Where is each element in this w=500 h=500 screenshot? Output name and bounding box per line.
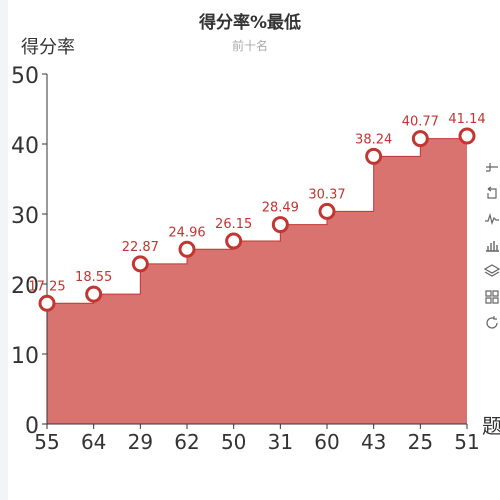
restore-tool[interactable] bbox=[484, 182, 500, 204]
mark-tool[interactable] bbox=[484, 156, 500, 178]
data-label: 38.24 bbox=[355, 132, 392, 147]
refresh-tool[interactable] bbox=[484, 312, 500, 334]
chart-subtitle: 前十名 bbox=[231, 39, 268, 53]
data-label: 22.87 bbox=[122, 240, 159, 255]
chart-toolbox bbox=[484, 156, 500, 338]
restore-icon bbox=[484, 185, 500, 201]
data-point[interactable] bbox=[131, 255, 149, 273]
series-line bbox=[47, 136, 468, 304]
bar-chart-tool[interactable] bbox=[484, 234, 500, 256]
data-label: 24.96 bbox=[168, 225, 205, 240]
data-point[interactable] bbox=[38, 294, 56, 312]
stack-tool[interactable] bbox=[484, 260, 500, 282]
data-point[interactable] bbox=[318, 202, 336, 220]
left-strip bbox=[0, 0, 8, 500]
data-point[interactable] bbox=[85, 285, 103, 303]
x-tick-label: 31 bbox=[268, 430, 293, 454]
data-point[interactable] bbox=[458, 127, 476, 145]
data-label: 41.14 bbox=[448, 112, 485, 127]
y-axis-label: 得分率 bbox=[21, 37, 75, 58]
data-point[interactable] bbox=[271, 216, 289, 234]
line-chart-icon bbox=[484, 211, 500, 227]
area-fill bbox=[47, 136, 467, 424]
x-tick-label: 29 bbox=[128, 430, 153, 454]
y-tick-label: 10 bbox=[11, 344, 39, 369]
mark-icon bbox=[484, 159, 500, 175]
data-point[interactable] bbox=[365, 147, 383, 165]
x-tick-label: 43 bbox=[361, 430, 386, 454]
y-tick-label: 40 bbox=[11, 134, 39, 159]
refresh-icon bbox=[484, 315, 500, 331]
x-tick-label: 64 bbox=[81, 430, 106, 454]
bar-chart-icon bbox=[484, 237, 500, 253]
data-label: 40.77 bbox=[402, 115, 439, 130]
data-label: 18.55 bbox=[75, 270, 112, 285]
data-label: 26.15 bbox=[215, 217, 252, 232]
x-axis-label: 题 bbox=[482, 414, 500, 438]
data-label: 28.49 bbox=[262, 201, 299, 216]
y-tick-label: 30 bbox=[11, 204, 39, 229]
tiled-tool[interactable] bbox=[484, 286, 500, 308]
line-chart-tool[interactable] bbox=[484, 208, 500, 230]
x-tick-label: 25 bbox=[408, 430, 433, 454]
data-point[interactable] bbox=[411, 130, 429, 148]
x-tick-label: 55 bbox=[34, 430, 59, 454]
data-label: 30.37 bbox=[308, 187, 345, 202]
stack-icon bbox=[484, 263, 500, 279]
chart-title: 得分率%最低 bbox=[198, 13, 302, 33]
x-tick-label: 62 bbox=[174, 430, 199, 454]
data-point[interactable] bbox=[178, 240, 196, 258]
x-tick-label: 50 bbox=[221, 430, 246, 454]
x-tick-label: 51 bbox=[454, 430, 479, 454]
y-tick-label: 50 bbox=[11, 64, 39, 89]
x-tick-label: 60 bbox=[314, 430, 339, 454]
data-label: 17.25 bbox=[28, 279, 65, 294]
data-point[interactable] bbox=[225, 232, 243, 250]
y-tick-label: 0 bbox=[25, 414, 39, 439]
y-tick-label: 20 bbox=[11, 274, 39, 299]
tiled-icon bbox=[484, 289, 500, 305]
